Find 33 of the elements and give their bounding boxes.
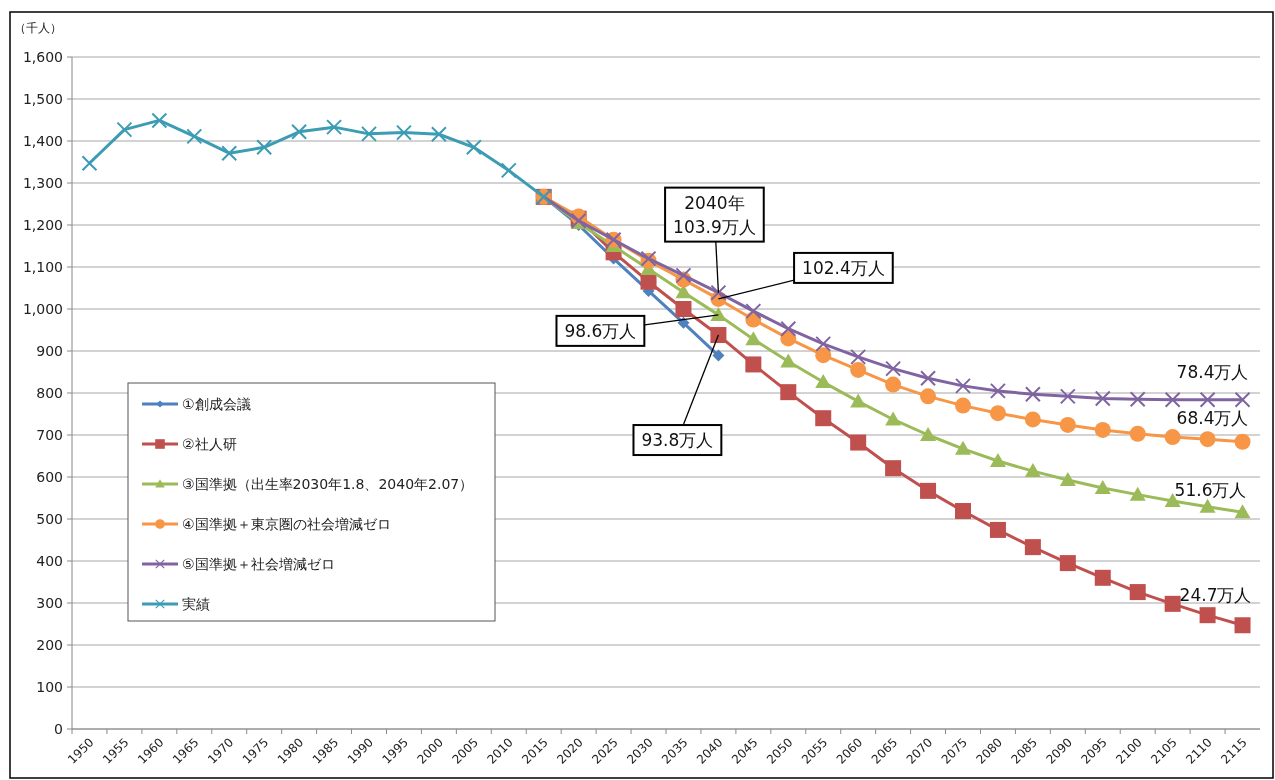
legend-label: ⑤国準拠＋社会増減ゼロ [182, 556, 335, 572]
y-tick-label: 1,600 [22, 49, 63, 65]
y-tick-label: 800 [36, 385, 63, 401]
y-tick-label: 600 [36, 469, 63, 485]
y-tick-label: 100 [36, 679, 63, 695]
legend-label: ②社人研 [182, 436, 237, 452]
annotation: 102.4万人 [802, 257, 885, 278]
y-tick-label: 1,100 [22, 259, 63, 275]
y-tick-label: 1,000 [22, 301, 63, 317]
annotation: 68.4万人 [1176, 407, 1249, 428]
legend-label: ④国準拠＋東京圏の社会増減ゼロ [182, 516, 391, 532]
annotation: 24.7万人 [1179, 585, 1252, 606]
annotation: 93.8万人 [641, 430, 714, 451]
y-tick-label: 200 [36, 637, 63, 653]
y-tick-label: 0 [54, 721, 63, 737]
y-tick-label: 1,300 [22, 175, 63, 191]
legend-label: ①創成会議 [182, 396, 251, 412]
annotation: 2040年 103.9万人 [673, 192, 756, 237]
y-tick-label: 700 [36, 427, 63, 443]
y-tick-label: 400 [36, 553, 63, 569]
y-tick-label: 300 [36, 595, 63, 611]
y-tick-label: 1,400 [22, 133, 63, 149]
legend-label: ③国準拠（出生率2030年1.8、2040年2.07） [182, 476, 474, 492]
y-tick-label: 1,200 [22, 217, 63, 233]
y-tick-label: 1,500 [22, 91, 63, 107]
legend-label: 実績 [182, 596, 210, 612]
annotation: 51.6万人 [1174, 480, 1247, 501]
annotation: 102.4万人 [717, 251, 894, 300]
annotation: 78.4万人 [1176, 361, 1249, 382]
y-tick-label: 900 [36, 343, 63, 359]
y-axis-title: （千人） [14, 21, 62, 35]
y-tick-label: 500 [36, 511, 63, 527]
annotation: 2040年 103.9万人 [664, 186, 765, 294]
